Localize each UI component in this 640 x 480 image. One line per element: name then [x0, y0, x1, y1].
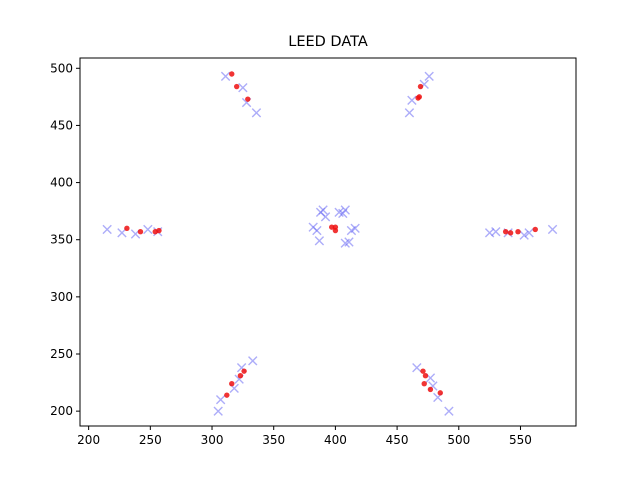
dot-marker-point: [229, 71, 235, 77]
x-tick-label: 500: [447, 433, 470, 447]
x-tick-label: 300: [201, 433, 224, 447]
y-tick-label: 450: [50, 118, 73, 132]
dot-marker-point: [515, 229, 521, 235]
x-marker-point: [444, 406, 454, 416]
x-marker-point: [524, 228, 534, 238]
x-marker-point: [248, 356, 258, 366]
plot-area: [102, 71, 558, 416]
axis-ticks: 200 250 300 350 400 450 500 550 200 250 300 350 400 4…: [50, 61, 532, 447]
y-tick-label: 500: [50, 61, 73, 75]
dot-marker-point: [124, 225, 130, 231]
x-marker-point: [424, 71, 434, 81]
x-marker-point: [102, 224, 112, 235]
x-marker-point: [404, 108, 415, 118]
x-marker-point: [344, 237, 354, 247]
y-tick-label: 400: [50, 176, 73, 190]
x-tick-label: 200: [77, 433, 100, 447]
axes-frame: [79, 57, 577, 427]
x-marker-point: [213, 406, 223, 416]
x-marker-point: [314, 236, 325, 246]
x-tick-label: 350: [262, 433, 285, 447]
x-marker-point: [340, 205, 350, 215]
y-tick-label: 200: [50, 404, 73, 418]
dot-marker-point: [415, 95, 421, 101]
dot-marker-point: [332, 227, 339, 234]
x-marker-point: [215, 395, 226, 405]
dot-marker-point: [233, 83, 240, 90]
x-tick-label: 250: [139, 433, 162, 447]
dot-marker-point: [421, 381, 427, 387]
y-tick-label: 300: [50, 290, 73, 304]
dot-marker-point: [420, 368, 426, 374]
x-tick-label: 450: [386, 433, 409, 447]
x-marker-point: [251, 108, 262, 118]
x-marker-point: [220, 71, 231, 81]
x-marker-point: [407, 95, 417, 105]
dot-marker-point: [417, 83, 424, 90]
x-marker-point: [117, 228, 127, 238]
x-marker-point: [350, 223, 360, 233]
dot-marker-point: [329, 224, 335, 230]
x-marker-point: [318, 205, 328, 215]
dot-marker-point: [245, 96, 251, 102]
dot-marker-point: [437, 390, 443, 396]
dot-marker-point: [422, 373, 429, 379]
dot-marker-point: [241, 368, 247, 374]
x-marker-point: [320, 212, 331, 222]
x-marker-point: [547, 224, 558, 235]
dot-marker-point: [427, 386, 434, 393]
dot-marker-point: [237, 373, 244, 379]
y-tick-label: 250: [50, 347, 73, 361]
dot-marker-series: [124, 71, 538, 398]
dot-marker-point: [507, 230, 514, 236]
chart-title: LEED DATA: [288, 34, 368, 50]
dot-marker-point: [224, 392, 230, 398]
x-marker-point: [238, 83, 248, 93]
x-marker-series: [102, 71, 558, 416]
x-marker-point: [143, 224, 153, 235]
x-marker-point: [412, 363, 422, 373]
y-tick-label: 350: [50, 233, 73, 247]
x-marker-point: [312, 225, 322, 236]
x-marker-point: [519, 230, 529, 240]
x-tick-label: 550: [509, 433, 532, 447]
x-tick-label: 400: [324, 433, 347, 447]
dot-marker-point: [532, 226, 538, 233]
dot-marker-point: [502, 229, 509, 235]
x-marker-point: [491, 227, 501, 237]
dot-marker-point: [156, 227, 162, 234]
dot-marker-point: [229, 381, 235, 387]
dot-marker-point: [137, 229, 144, 235]
